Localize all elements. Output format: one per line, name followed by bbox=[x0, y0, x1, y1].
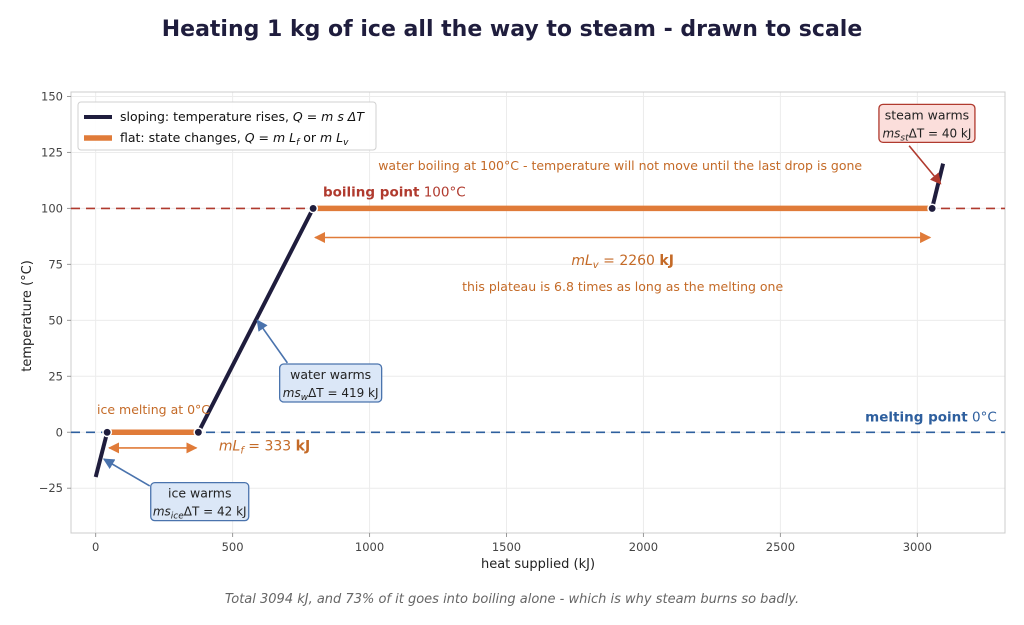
x-tick-label: 1000 bbox=[355, 540, 384, 554]
x-tick-label: 2500 bbox=[766, 540, 795, 554]
ice-warms-callout-formula: msiceΔT = 42 kJ bbox=[153, 505, 247, 522]
steam-warms-callout-formula: msstΔT = 40 kJ bbox=[882, 126, 971, 143]
chart-title: Heating 1 kg of ice all the way to steam… bbox=[162, 17, 863, 42]
y-tick-label: 150 bbox=[41, 89, 63, 103]
legend-label-sloping: sloping: temperature rises, Q = m s ΔT bbox=[120, 109, 365, 124]
x-tick-label: 0 bbox=[92, 540, 99, 554]
steam-warms-callout-box bbox=[878, 103, 976, 143]
y-tick-label: 75 bbox=[48, 257, 63, 271]
water-warms-callout-box bbox=[279, 363, 383, 403]
water-warms-callout-arrow bbox=[256, 319, 289, 364]
x-tick-label: 500 bbox=[222, 540, 244, 554]
phase-points bbox=[102, 203, 938, 438]
ice-warms-callout-title: ice warms bbox=[168, 486, 232, 501]
phase-point bbox=[102, 427, 113, 438]
boiling-point-label-name: boiling point bbox=[323, 184, 420, 200]
steam-warms-callout-arrow bbox=[908, 145, 942, 185]
ice-melting-note: ice melting at 0°C bbox=[97, 402, 210, 417]
x-tick-label: 1500 bbox=[492, 540, 521, 554]
legend: sloping: temperature rises, Q = m s ΔT fl… bbox=[77, 101, 377, 151]
x-axis-label: heat supplied (kJ) bbox=[481, 557, 595, 572]
legend-label-flat: flat: state changes, Q = m Lf or m Lv bbox=[120, 130, 349, 148]
footer-note: Total 3094 kJ, and 73% of it goes into b… bbox=[225, 592, 799, 607]
phase-point bbox=[308, 203, 319, 214]
melting-point-label: melting point 0°C bbox=[865, 409, 997, 425]
x-tick-label: 3000 bbox=[903, 540, 932, 554]
sloping-segment bbox=[196, 207, 315, 434]
melting-point-label-value: 0°C bbox=[968, 409, 997, 425]
y-axis-label: temperature (°C) bbox=[20, 260, 35, 372]
water-boiling-note: water boiling at 100°C - temperature wil… bbox=[378, 158, 862, 173]
annotations: boiling point 100°C melting point 0°C ice … bbox=[97, 103, 997, 522]
y-tick-label: 25 bbox=[48, 369, 63, 383]
ice-warms-callout-arrow bbox=[102, 458, 151, 487]
water-warms-callout-formula: mswΔT = 419 kJ bbox=[283, 386, 379, 403]
ice-warms-callout-box bbox=[150, 482, 250, 522]
phase-point bbox=[927, 203, 938, 214]
legend-box bbox=[77, 101, 377, 151]
series-layer bbox=[93, 163, 946, 478]
latent-fusion-label: mLf = 333 kJ bbox=[219, 439, 310, 457]
plot-frame bbox=[70, 91, 1006, 534]
plateau-ratio-note: this plateau is 6.8 times as long as the… bbox=[462, 279, 783, 294]
phase-point bbox=[193, 427, 204, 438]
x-tick-label: 2000 bbox=[629, 540, 658, 554]
y-tick-label: 100 bbox=[41, 201, 63, 215]
axis-ticks: 0 500 1000 1500 2000 2500 3000 −25 0 25 50 75 100 125… bbox=[39, 89, 932, 554]
y-tick-label: 0 bbox=[56, 425, 63, 439]
sloping-segment bbox=[93, 431, 110, 478]
boiling-point-label-value: 100°C bbox=[419, 184, 465, 200]
steam-warms-callout-title: steam warms bbox=[885, 107, 969, 122]
water-warms-callout-title: water warms bbox=[290, 367, 371, 382]
y-tick-label: 125 bbox=[41, 145, 63, 159]
y-tick-label: −25 bbox=[39, 481, 63, 495]
melting-point-label-name: melting point bbox=[865, 409, 968, 425]
latent-vaporization-label: mLv = 2260 kJ bbox=[571, 253, 674, 271]
boiling-point-label: boiling point 100°C bbox=[323, 184, 466, 200]
sloping-segment bbox=[930, 163, 946, 209]
y-tick-label: 50 bbox=[48, 313, 63, 327]
